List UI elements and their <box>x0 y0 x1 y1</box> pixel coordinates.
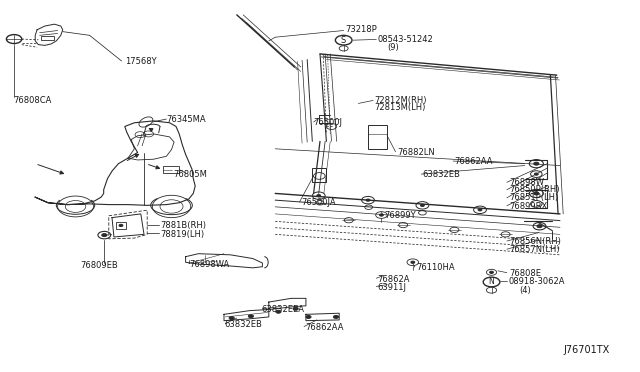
Text: 76899Y: 76899Y <box>384 211 415 220</box>
Bar <box>41 36 54 40</box>
Circle shape <box>537 225 542 228</box>
Text: 76809EB: 76809EB <box>80 262 118 270</box>
Text: 76899BX: 76899BX <box>509 202 547 211</box>
Bar <box>163 166 179 173</box>
Text: 76898W: 76898W <box>509 178 544 187</box>
Text: 76345MA: 76345MA <box>166 115 206 124</box>
Text: 76898WA: 76898WA <box>189 260 229 269</box>
Bar <box>312 168 326 182</box>
Text: S: S <box>340 36 346 45</box>
Circle shape <box>490 271 493 273</box>
Text: 76500JA: 76500JA <box>301 198 335 207</box>
Circle shape <box>534 192 539 195</box>
Bar <box>116 222 126 229</box>
Text: 73218P: 73218P <box>346 25 378 34</box>
Text: 76862A: 76862A <box>378 275 410 283</box>
Text: 63832EEA: 63832EEA <box>261 305 304 314</box>
Text: 76808E: 76808E <box>509 269 541 278</box>
Circle shape <box>478 209 482 211</box>
Text: 08543-51242: 08543-51242 <box>378 35 433 44</box>
Bar <box>368 125 387 149</box>
Text: 76882LN: 76882LN <box>397 148 435 157</box>
Circle shape <box>534 162 539 165</box>
Circle shape <box>293 307 298 310</box>
Text: 76808CA: 76808CA <box>13 96 51 105</box>
Circle shape <box>317 195 321 197</box>
Circle shape <box>119 224 123 227</box>
Circle shape <box>411 261 415 263</box>
Text: (9): (9) <box>387 43 399 52</box>
Text: 63832EB: 63832EB <box>422 170 460 179</box>
Text: 63832EB: 63832EB <box>224 320 262 329</box>
Circle shape <box>420 204 424 206</box>
Text: 76805M: 76805M <box>173 170 207 179</box>
Text: 17568Y: 17568Y <box>125 57 156 66</box>
Circle shape <box>102 234 107 237</box>
Circle shape <box>380 214 383 216</box>
Text: 76110HA: 76110HA <box>416 263 454 272</box>
Text: 76862AA: 76862AA <box>454 157 493 166</box>
Circle shape <box>333 315 339 318</box>
Text: 76500J: 76500J <box>314 118 342 127</box>
Text: (4): (4) <box>520 286 531 295</box>
Text: 7881B(RH): 7881B(RH) <box>160 221 206 230</box>
Text: 76857N(LH): 76857N(LH) <box>509 246 559 254</box>
Circle shape <box>229 317 234 320</box>
Text: 08918-3062A: 08918-3062A <box>509 278 565 286</box>
Text: N: N <box>488 277 494 286</box>
Circle shape <box>248 315 253 318</box>
Circle shape <box>306 315 311 318</box>
Text: J76701TX: J76701TX <box>563 346 609 355</box>
Text: 72813M(LH): 72813M(LH) <box>374 103 426 112</box>
Text: 76850P(RH): 76850P(RH) <box>509 185 559 194</box>
Text: 76862AA: 76862AA <box>305 323 344 332</box>
Text: 63911J: 63911J <box>378 283 406 292</box>
Text: 76856N(RH): 76856N(RH) <box>509 237 561 246</box>
Text: 76851P(LH): 76851P(LH) <box>509 193 558 202</box>
Text: 72812M(RH): 72812M(RH) <box>374 96 427 105</box>
Circle shape <box>534 173 538 175</box>
Text: 78819(LH): 78819(LH) <box>160 230 204 239</box>
Circle shape <box>276 310 281 313</box>
Circle shape <box>366 199 370 201</box>
